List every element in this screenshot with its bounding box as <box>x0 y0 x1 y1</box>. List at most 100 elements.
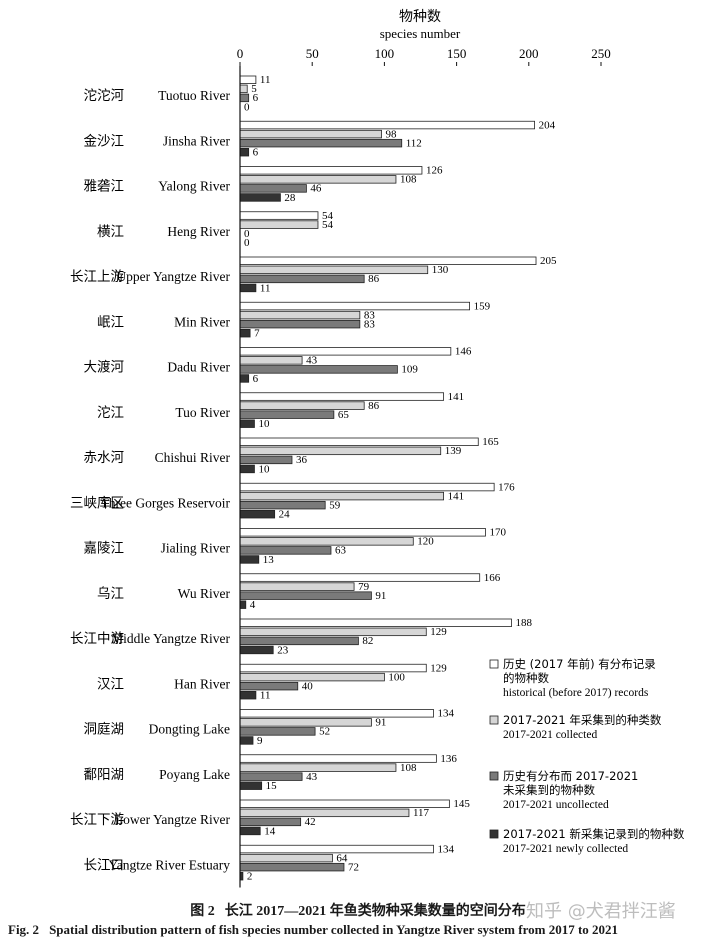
category-label-zh: 沱沱河 <box>84 87 125 104</box>
category-label-en: Tuo River <box>175 405 230 420</box>
bar-value-label: 109 <box>401 364 418 376</box>
category-label-en: Upper Yangtze River <box>116 269 230 284</box>
bar-1 <box>239 310 361 320</box>
category-label-zh: 沱江 <box>97 404 124 421</box>
bar-value-label: 6 <box>253 147 259 159</box>
caption-zh-label: 图 2 <box>190 904 215 919</box>
bar-3 <box>239 328 251 338</box>
bar-value-label: 141 <box>448 490 465 502</box>
bar-value-label: 10 <box>258 463 270 475</box>
bar-value-label: 139 <box>445 445 462 457</box>
x-tick-label: 250 <box>591 46 611 61</box>
x-axis-title: species number <box>380 26 461 41</box>
bar-1 <box>239 582 355 591</box>
bar-3 <box>239 147 250 157</box>
bar-value-label: 72 <box>348 861 359 873</box>
bar-value-label: 6 <box>253 373 259 385</box>
category-label-en: Three Gorges Reservoir <box>101 495 231 510</box>
category-label-zh: 长江中游 <box>70 631 124 647</box>
bar-3 <box>239 826 261 836</box>
bar-value-label: 28 <box>284 192 296 204</box>
bar-value-label: 86 <box>368 400 380 412</box>
bar-1 <box>239 808 410 818</box>
category-label-zh: 赤水河 <box>84 450 125 466</box>
bar-3 <box>239 509 276 519</box>
bar-3 <box>239 736 254 745</box>
bar-2 <box>239 546 332 555</box>
bar-3 <box>239 645 274 655</box>
bar-3 <box>239 419 255 428</box>
watermark: 知乎 @犬君拌汪酱 <box>526 901 676 922</box>
category-label-en: Chishui River <box>155 450 231 465</box>
bar-value-label: 13 <box>263 554 275 566</box>
bar-value-label: 170 <box>489 527 506 539</box>
category-label-en: Tuotuo River <box>158 88 230 103</box>
bar-value-label: 134 <box>437 708 454 720</box>
bar-3 <box>239 555 260 564</box>
x-tick-label: 150 <box>447 46 467 61</box>
bar-value-label: 91 <box>375 590 386 602</box>
bar-value-label: 120 <box>417 536 434 548</box>
bar-3 <box>239 283 257 293</box>
bar-value-label: 14 <box>264 825 276 837</box>
bar-value-label: 10 <box>258 418 270 430</box>
bar-0 <box>239 437 479 446</box>
category-label-en: Wu River <box>178 586 231 601</box>
category-label-zh: 嘉陵江 <box>84 541 125 557</box>
bar-value-label: 83 <box>364 318 376 330</box>
bar-value-label: 86 <box>368 273 380 285</box>
category-label-zh: 乌江 <box>97 586 124 602</box>
bar-value-label: 176 <box>498 481 515 493</box>
x-tick-label: 100 <box>375 46 395 61</box>
bar-value-label: 0 <box>244 237 250 249</box>
bar-value-label: 2 <box>247 871 253 883</box>
bar-value-label: 159 <box>474 300 491 312</box>
x-axis-title-zh: 物种数 <box>399 9 441 25</box>
bar-value-label: 15 <box>266 780 278 792</box>
bar-value-label: 129 <box>430 626 447 638</box>
category-label-zh: 横江 <box>97 224 124 240</box>
bar-value-label: 83 <box>364 309 376 321</box>
bar-value-label: 54 <box>322 210 334 222</box>
bar-value-label: 23 <box>277 644 289 656</box>
legend-label-zh: 历史 (2017 年前) 有分布记录 <box>503 657 656 671</box>
bar-value-label: 4 <box>250 599 256 611</box>
bar-1 <box>239 356 303 365</box>
category-label-zh: 三峡库区 <box>70 495 124 511</box>
bar-1 <box>239 763 397 772</box>
category-label-en: Min River <box>174 314 230 329</box>
bar-value-label: 188 <box>515 617 532 629</box>
bar-value-label: 0 <box>244 101 250 113</box>
category-label-en: Lower Yangtze River <box>115 812 231 827</box>
bar-1 <box>239 265 429 275</box>
x-tick-label: 200 <box>519 46 539 61</box>
x-tick-label: 50 <box>306 46 319 61</box>
category-label-zh: 洞庭湖 <box>84 721 125 738</box>
bar-3 <box>239 193 281 202</box>
value-labels: 1120412654205159146141165176170166188129… <box>244 74 557 882</box>
bar-value-label: 165 <box>482 436 499 448</box>
category-label-en: Yalong River <box>158 179 230 194</box>
bar-3 <box>239 464 255 474</box>
bar-value-label: 59 <box>329 499 341 511</box>
bar-value-label: 63 <box>335 545 347 557</box>
category-labels: 沱沱河 Tuotuo River 金沙江 Jinsha River 雅砻江 Yalong … <box>70 87 231 873</box>
bar-chart: 物种数 species number 0 50 100 150 200 250 沱沱河 Tu… <box>70 9 685 888</box>
legend-swatch <box>489 771 499 781</box>
bar-2 <box>239 727 316 736</box>
bar-1 <box>239 718 372 727</box>
bar-value-label: 46 <box>310 183 322 195</box>
category-label-en: Middle Yangtze River <box>111 631 230 646</box>
bar-1 <box>239 537 414 546</box>
bar-value-label: 108 <box>400 174 417 186</box>
bar-value-label: 166 <box>484 572 501 584</box>
bar-value-label: 43 <box>306 355 318 367</box>
bar-value-label: 129 <box>430 662 447 674</box>
caption-en-label: Fig. 2 <box>8 922 40 937</box>
bar-value-label: 136 <box>440 753 457 765</box>
legend-swatch <box>489 715 499 725</box>
bar-0 <box>239 709 434 718</box>
legend-label-zh: 未采集到的物种数 <box>503 783 595 797</box>
category-label-zh: 雅砻江 <box>84 179 125 195</box>
